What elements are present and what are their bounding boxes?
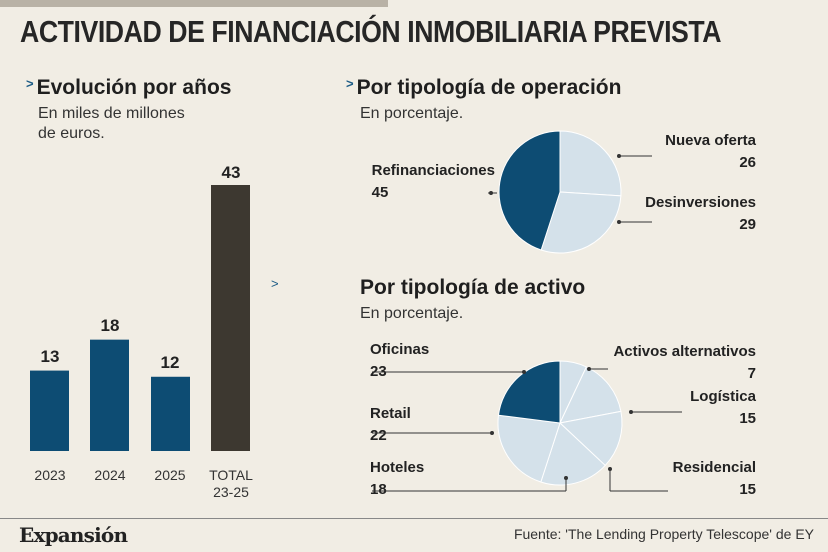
- pie-label-desinversiones: Desinversiones 29: [645, 192, 756, 236]
- slice-value: 15: [739, 410, 756, 427]
- slice-name: Logística: [690, 388, 756, 405]
- chevron-right-icon: >: [26, 76, 34, 91]
- pie-slice-residencial: [558, 410, 623, 467]
- slice-name: Refinanciaciones: [371, 162, 495, 179]
- bar-value-label: 43: [221, 163, 241, 182]
- slice-value: 45: [371, 184, 389, 201]
- leader-dot: [629, 410, 633, 414]
- slice-value: 29: [739, 216, 756, 233]
- pie-label-logistica: Logística 15: [690, 386, 756, 430]
- slice-name: Hoteles: [370, 459, 425, 476]
- slice-name: Oficinas: [370, 341, 430, 358]
- pie-label-retail: Retail 22: [370, 403, 411, 447]
- pie-operation-heading: > Por tipología de operación: [346, 76, 621, 100]
- pie-operation-title: Por tipología de operación: [356, 76, 622, 99]
- x-tick-label: 2024: [80, 467, 140, 484]
- x-tick-label-line: 23-25: [213, 484, 249, 500]
- leader-dot: [617, 220, 621, 224]
- x-tick-label-line: 2025: [154, 467, 186, 483]
- leader-dot: [587, 367, 591, 371]
- pie-slice-refinanciaciones: [498, 130, 561, 251]
- slice-value: 22: [370, 427, 387, 444]
- bar-2024: [90, 339, 129, 451]
- pie-label-nueva-oferta: Nueva oferta 26: [665, 130, 756, 174]
- leader-dot: [617, 154, 621, 158]
- leader-dot: [489, 191, 493, 195]
- slice-name: Nueva oferta: [665, 132, 756, 149]
- pie-asset-title: Por tipología de activo: [360, 276, 586, 299]
- leader-dot: [522, 370, 526, 374]
- pie-label-refinanciaciones: Refinanciaciones 45: [372, 160, 495, 204]
- bar-value-label: 18: [100, 316, 120, 335]
- bar-2025: [151, 376, 190, 451]
- pie-slice-retail: [497, 414, 561, 483]
- page-title: ACTIVIDAD DE FINANCIACIÓN INMOBILIARIA P…: [20, 14, 722, 49]
- bar-chart-subtitle-line-2: de euros.: [38, 125, 105, 142]
- slice-name: Desinversiones: [645, 194, 756, 211]
- slice-value: 15: [739, 481, 756, 498]
- expansion-logo: Expansión: [19, 523, 128, 547]
- slice-value: 18: [370, 481, 387, 498]
- pie-asset-subtitle: En porcentaje.: [360, 305, 464, 322]
- chevron-right-icon: >: [346, 76, 354, 91]
- bar-total-23-25: [211, 185, 250, 451]
- pie-slice-logística: [559, 366, 622, 424]
- x-tick-label: 2025: [140, 467, 200, 484]
- slice-name: Retail: [370, 405, 411, 422]
- pie-slice-oficinas: [497, 360, 561, 424]
- slice-name: Activos alternativos: [613, 343, 756, 360]
- footer-divider: [0, 518, 828, 519]
- pie-label-hoteles: Hoteles 18: [370, 457, 424, 501]
- slice-value: 7: [747, 365, 756, 382]
- x-tick-label-line: 2023: [34, 467, 66, 483]
- top-accent-bar: [0, 0, 388, 7]
- pie-slice-hoteles: [540, 422, 606, 486]
- bar-section-heading: > Evolución por años: [26, 76, 231, 100]
- source-note: Fuente: 'The Lending Property Telescope'…: [513, 526, 814, 542]
- bar-chart-title: Evolución por años: [36, 76, 232, 99]
- x-tick-label: 2023: [20, 467, 80, 484]
- pie-label-activos-alternativos: Activos alternativos 7: [613, 341, 756, 385]
- leader-dot: [608, 467, 612, 471]
- pie-slice-nueva-oferta: [559, 130, 622, 197]
- bar-value-label: 13: [40, 347, 60, 366]
- slice-name: Residencial: [672, 459, 756, 476]
- chevron-right-icon: >: [271, 276, 279, 291]
- pie-label-residencial: Residencial 15: [673, 457, 756, 501]
- bar-chart-subtitle: En miles de millones de euros.: [38, 104, 185, 144]
- x-tick-label-line: TOTAL: [209, 467, 253, 483]
- bar-chart-subtitle-line-1: En miles de millones: [38, 105, 185, 122]
- bar-value-label: 12: [160, 353, 180, 372]
- x-tick-label: TOTAL 23-25: [201, 467, 261, 501]
- x-tick-label-line: 2024: [94, 467, 126, 483]
- pie-slice-desinversiones: [540, 191, 622, 254]
- leader-dot: [490, 431, 494, 435]
- bar-2023: [30, 370, 69, 451]
- slice-value: 26: [739, 154, 756, 171]
- pie-operation-subtitle: En porcentaje.: [360, 105, 464, 122]
- leader-dot: [564, 476, 568, 480]
